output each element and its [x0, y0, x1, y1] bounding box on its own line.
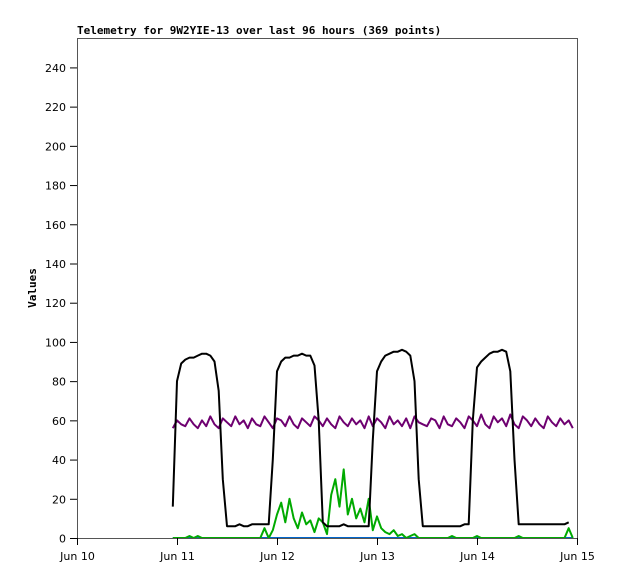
- y-tick-label: 140: [45, 258, 66, 271]
- chart-title: Telemetry for 9W2YIE-13 over last 96 hou…: [77, 24, 441, 37]
- y-tick-label: 240: [45, 62, 66, 75]
- series-black-line: [171, 348, 570, 528]
- y-tick-label: 120: [45, 297, 66, 310]
- y-tick-label: 40: [52, 454, 66, 467]
- y-tick-label: 0: [59, 533, 66, 546]
- y-tick-label: 100: [45, 336, 66, 349]
- y-tick-label: 60: [52, 415, 66, 428]
- y-tick-label: 200: [45, 140, 66, 153]
- y-tick-label: 20: [52, 493, 66, 506]
- x-tick-label: Jun 12: [259, 550, 295, 563]
- y-tick-label: 80: [52, 376, 66, 389]
- x-tick-label: Jun 15: [559, 550, 595, 563]
- y-tick-label: 220: [45, 101, 66, 114]
- y-tick-label: 180: [45, 180, 66, 193]
- x-tick-label: Jun 13: [359, 550, 395, 563]
- series-green-line: [172, 468, 574, 539]
- y-axis-label: Values: [26, 268, 39, 308]
- x-tick-label: Jun 10: [59, 550, 95, 563]
- x-tick-label: Jun 11: [159, 550, 195, 563]
- y-tick-label: 160: [45, 219, 66, 232]
- plot-frame: [77, 38, 578, 539]
- x-tick-label: Jun 14: [459, 550, 495, 563]
